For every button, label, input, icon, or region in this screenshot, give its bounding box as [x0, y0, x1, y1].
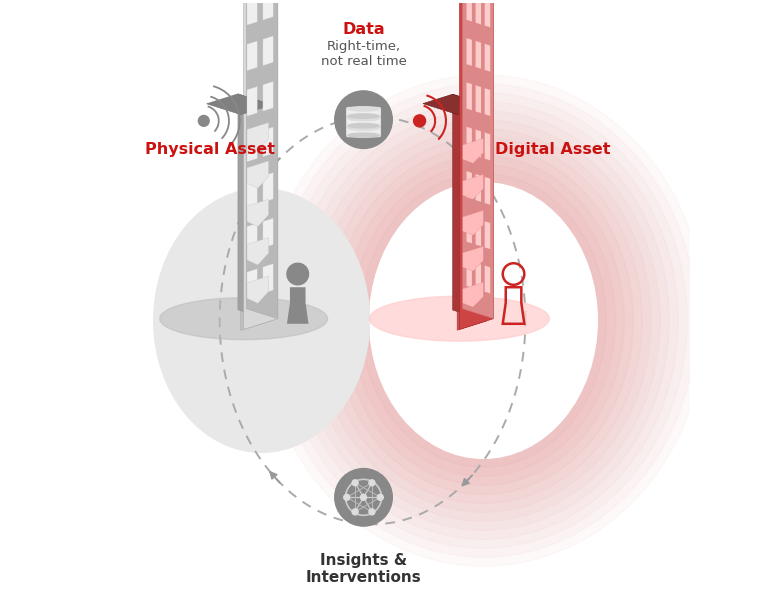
- FancyBboxPatch shape: [346, 117, 381, 128]
- Polygon shape: [463, 283, 483, 307]
- Polygon shape: [476, 218, 481, 246]
- Polygon shape: [247, 238, 269, 265]
- Circle shape: [287, 263, 308, 285]
- Polygon shape: [263, 82, 273, 111]
- Polygon shape: [238, 94, 272, 321]
- Circle shape: [369, 509, 375, 515]
- Polygon shape: [476, 41, 481, 69]
- Ellipse shape: [348, 116, 379, 120]
- Polygon shape: [463, 174, 483, 199]
- FancyBboxPatch shape: [346, 126, 381, 137]
- Circle shape: [335, 91, 392, 148]
- Polygon shape: [476, 85, 481, 113]
- Polygon shape: [466, 0, 472, 22]
- Polygon shape: [263, 127, 273, 157]
- Circle shape: [377, 494, 383, 500]
- Text: Data: Data: [342, 22, 385, 38]
- Polygon shape: [476, 263, 481, 291]
- Circle shape: [369, 480, 375, 486]
- Polygon shape: [463, 139, 483, 163]
- FancyBboxPatch shape: [346, 107, 381, 118]
- Polygon shape: [466, 126, 472, 155]
- Ellipse shape: [159, 298, 327, 339]
- Polygon shape: [466, 82, 472, 111]
- Polygon shape: [476, 0, 481, 25]
- Circle shape: [352, 509, 358, 515]
- Ellipse shape: [348, 133, 379, 137]
- Polygon shape: [484, 44, 490, 72]
- Polygon shape: [247, 87, 257, 116]
- Polygon shape: [247, 269, 257, 298]
- Polygon shape: [466, 38, 472, 66]
- Ellipse shape: [154, 189, 369, 453]
- Polygon shape: [247, 41, 257, 71]
- Circle shape: [344, 494, 350, 500]
- Polygon shape: [484, 0, 490, 27]
- Text: Physical Asset: Physical Asset: [144, 142, 275, 157]
- Text: Digital Asset: Digital Asset: [495, 142, 611, 157]
- Text: Insights &
Interventions: Insights & Interventions: [305, 553, 422, 586]
- Polygon shape: [263, 264, 273, 293]
- Polygon shape: [453, 94, 487, 321]
- Circle shape: [361, 494, 366, 500]
- Polygon shape: [287, 287, 308, 324]
- Polygon shape: [244, 0, 278, 330]
- Polygon shape: [247, 0, 278, 319]
- Circle shape: [198, 116, 209, 126]
- Polygon shape: [466, 260, 472, 288]
- Polygon shape: [263, 0, 273, 20]
- Polygon shape: [457, 105, 487, 330]
- Polygon shape: [247, 178, 257, 208]
- Circle shape: [335, 468, 392, 526]
- Polygon shape: [247, 161, 269, 188]
- Polygon shape: [484, 132, 490, 160]
- Ellipse shape: [348, 106, 379, 111]
- Polygon shape: [263, 172, 273, 202]
- Polygon shape: [463, 211, 483, 235]
- Polygon shape: [247, 123, 269, 150]
- Polygon shape: [484, 177, 490, 205]
- Circle shape: [414, 115, 426, 127]
- Text: Right-time,
not real time: Right-time, not real time: [320, 40, 406, 68]
- Polygon shape: [476, 129, 481, 158]
- Polygon shape: [207, 94, 272, 114]
- Polygon shape: [484, 266, 490, 293]
- Polygon shape: [247, 199, 269, 227]
- Polygon shape: [466, 171, 472, 199]
- Polygon shape: [263, 218, 273, 248]
- Circle shape: [352, 480, 358, 486]
- Ellipse shape: [369, 183, 597, 459]
- Polygon shape: [247, 0, 257, 25]
- Polygon shape: [247, 132, 257, 162]
- Polygon shape: [459, 0, 494, 330]
- Polygon shape: [476, 174, 481, 202]
- Polygon shape: [466, 215, 472, 243]
- Polygon shape: [241, 105, 272, 330]
- Ellipse shape: [348, 123, 379, 128]
- Polygon shape: [484, 88, 490, 116]
- Polygon shape: [247, 223, 257, 253]
- Polygon shape: [423, 94, 487, 114]
- Ellipse shape: [348, 114, 379, 118]
- Polygon shape: [263, 36, 273, 65]
- Polygon shape: [484, 221, 490, 249]
- Ellipse shape: [348, 126, 379, 130]
- Polygon shape: [463, 246, 483, 271]
- Polygon shape: [462, 0, 494, 319]
- Ellipse shape: [369, 296, 549, 341]
- Polygon shape: [247, 276, 269, 303]
